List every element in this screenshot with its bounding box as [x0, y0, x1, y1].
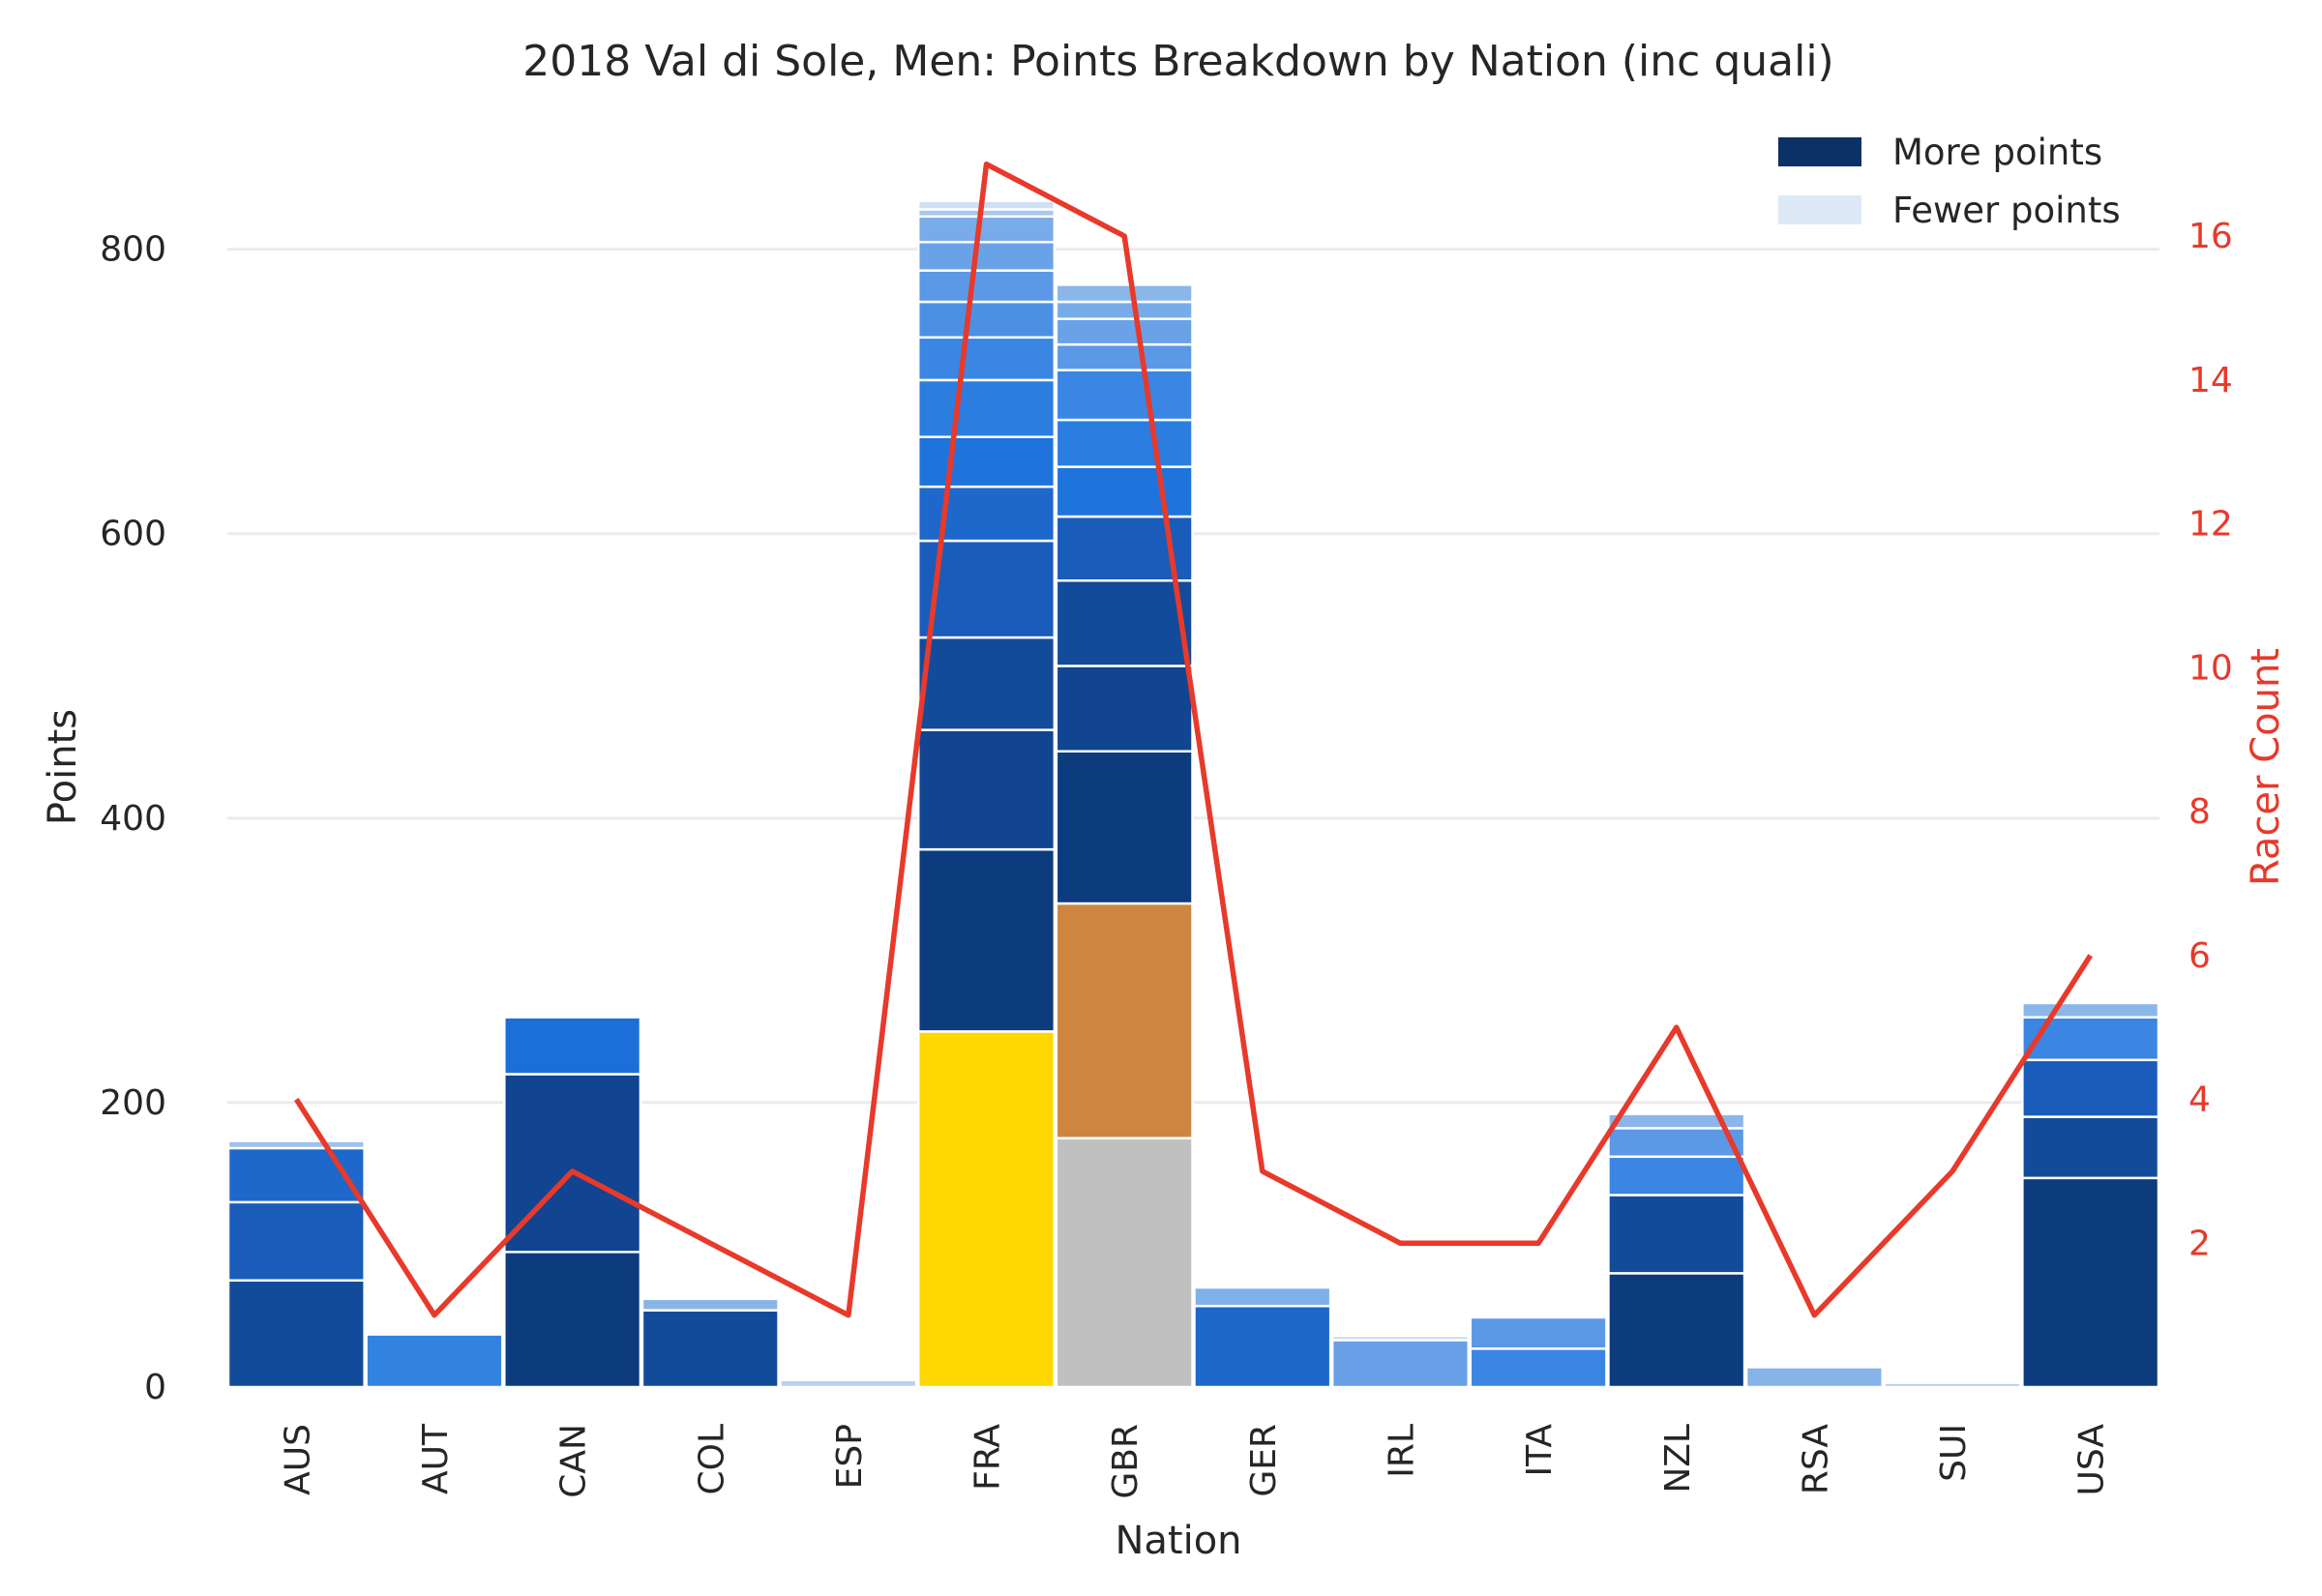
- x-axis-ticks: AUS AUT CAN COL ESP FRA GBR GER IRL ITA NZL RSA SUI U…: [278, 1423, 2111, 1499]
- bar-segment-usa-2: [2021, 1058, 2160, 1118]
- bar-segment-nzl-1: [1607, 1194, 1746, 1275]
- bar-segment-gbr-4: [1055, 579, 1194, 667]
- x-tick-label-esp: ESP: [830, 1424, 870, 1489]
- bar-segment-gbr-1: [1055, 901, 1194, 1139]
- bar-segment-fra-1: [916, 847, 1057, 1033]
- legend-swatch-more-points: [1778, 137, 1861, 166]
- x-tick-label-can: CAN: [554, 1424, 594, 1498]
- bar-segment-usa-1: [2021, 1115, 2160, 1180]
- bar-segment-gbr-10: [1055, 317, 1194, 346]
- racer-count-line: [294, 161, 2093, 1318]
- bar-segment-can-1: [503, 1073, 642, 1254]
- stacked-bars: [226, 199, 2160, 1389]
- bar-segment-gbr-0: [1055, 1137, 1194, 1389]
- y-tick-label: 400: [100, 799, 166, 839]
- x-tick-label-gbr: GBR: [1106, 1424, 1146, 1499]
- bar-segment-gbr-12: [1055, 283, 1194, 304]
- bar-segment-esp-0: [779, 1378, 918, 1389]
- y2-axis-ticks: 2 4 6 8 10 12 14 16: [2188, 217, 2233, 1263]
- bar-segment-usa-3: [2021, 1016, 2160, 1062]
- bar-segment-aus-2: [226, 1146, 366, 1204]
- bar-segment-gbr-9: [1055, 342, 1194, 371]
- y2-axis-label: Racer Count: [2244, 648, 2288, 886]
- bar-segment-fra-12: [916, 215, 1057, 244]
- bar-segment-ger-0: [1193, 1304, 1332, 1389]
- bar-segment-fra-10: [916, 269, 1057, 304]
- bar-segment-fra-4: [916, 539, 1057, 639]
- x-tick-label-ger: GER: [1244, 1424, 1284, 1497]
- bar-segment-nzl-0: [1607, 1272, 1746, 1389]
- legend-swatch-fewer-points: [1778, 195, 1861, 224]
- racer-count-line-group: [294, 161, 2093, 1318]
- x-tick-label-fra: FRA: [968, 1424, 1008, 1491]
- bar-segment-can-2: [503, 1016, 642, 1076]
- bar-segment-usa-4: [2021, 1001, 2160, 1019]
- y-tick-label: 0: [144, 1368, 166, 1407]
- bar-segment-col-0: [640, 1309, 780, 1389]
- y2-tick-label: 8: [2188, 792, 2211, 832]
- bar-segment-usa-0: [2021, 1176, 2160, 1389]
- chart-title: 2018 Val di Sole, Men: Points Breakdown …: [522, 37, 1833, 86]
- x-tick-label-aut: AUT: [416, 1423, 456, 1494]
- bar-segment-fra-8: [916, 336, 1057, 382]
- bar-segment-gbr-8: [1055, 369, 1194, 422]
- y2-tick-label: 16: [2188, 217, 2233, 256]
- bar-segment-can-0: [503, 1251, 642, 1389]
- bar-segment-rsa-0: [1744, 1366, 1884, 1389]
- bar-segment-fra-11: [916, 241, 1057, 272]
- bar-segment-aus-0: [226, 1279, 366, 1389]
- bar-segment-fra-9: [916, 300, 1057, 340]
- x-tick-label-nzl: NZL: [1658, 1424, 1698, 1493]
- bar-segment-fra-14: [916, 199, 1057, 211]
- y-axis-ticks: 0 200 400 600 800: [100, 230, 166, 1407]
- bar-segment-gbr-7: [1055, 418, 1194, 468]
- y-tick-label: 600: [100, 515, 166, 554]
- bar-segment-fra-5: [916, 485, 1057, 543]
- bar-segment-gbr-11: [1055, 300, 1194, 320]
- x-tick-label-usa: USA: [2072, 1424, 2112, 1496]
- y2-tick-label: 12: [2188, 505, 2233, 545]
- bar-segment-fra-7: [916, 378, 1057, 438]
- bar-segment-fra-2: [916, 728, 1057, 851]
- bar-segment-nzl-4: [1607, 1112, 1746, 1130]
- bar-segment-fra-6: [916, 435, 1057, 488]
- x-tick-label-ita: ITA: [1520, 1424, 1560, 1477]
- bar-segment-fra-3: [916, 635, 1057, 731]
- x-tick-label-rsa: RSA: [1796, 1424, 1835, 1495]
- bar-segment-gbr-6: [1055, 465, 1194, 518]
- legend-label-more-points: More points: [1892, 132, 2102, 173]
- bar-segment-irl-1: [1330, 1334, 1471, 1342]
- bar-segment-gbr-2: [1055, 750, 1194, 905]
- bar-segment-sui-0: [1883, 1381, 2022, 1389]
- x-tick-label-col: COL: [692, 1424, 731, 1495]
- legend-label-fewer-points: Fewer points: [1892, 190, 2121, 231]
- y-tick-label: 200: [100, 1083, 166, 1123]
- x-axis-label: Nation: [1115, 1519, 1241, 1563]
- bar-segment-col-1: [640, 1297, 780, 1312]
- bar-segment-aus-1: [226, 1200, 366, 1282]
- bar-segment-fra-0: [916, 1030, 1057, 1389]
- bar-segment-aut-0: [365, 1333, 504, 1389]
- x-tick-label-sui: SUI: [1934, 1424, 1974, 1482]
- y-axis-label: Points: [41, 709, 85, 825]
- y2-tick-label: 4: [2188, 1080, 2211, 1120]
- y-tick-label: 800: [100, 230, 166, 270]
- bar-segment-irl-0: [1330, 1339, 1471, 1389]
- y2-tick-label: 6: [2188, 936, 2211, 976]
- bar-segment-ita-0: [1469, 1347, 1608, 1389]
- bar-segment-aus-3: [226, 1139, 366, 1150]
- bar-segment-nzl-2: [1607, 1155, 1746, 1197]
- y2-tick-label: 14: [2188, 361, 2233, 400]
- y2-tick-label: 10: [2188, 648, 2233, 688]
- bar-segment-nzl-3: [1607, 1127, 1746, 1159]
- legend: More points Fewer points: [1778, 132, 2121, 231]
- x-tick-label-aus: AUS: [278, 1424, 317, 1495]
- bar-segment-ita-1: [1469, 1315, 1608, 1350]
- y2-tick-label: 2: [2188, 1224, 2211, 1263]
- x-tick-label-irl: IRL: [1382, 1424, 1421, 1478]
- bar-segment-ger-1: [1193, 1286, 1332, 1308]
- bar-segment-gbr-3: [1055, 665, 1194, 753]
